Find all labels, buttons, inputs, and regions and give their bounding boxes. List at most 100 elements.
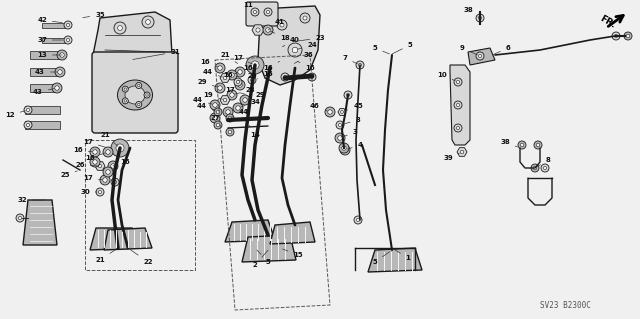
- Circle shape: [116, 144, 124, 152]
- Circle shape: [300, 13, 310, 23]
- Circle shape: [249, 59, 261, 71]
- Text: 5: 5: [392, 42, 412, 54]
- Circle shape: [212, 116, 217, 120]
- Text: 46: 46: [310, 103, 328, 111]
- Polygon shape: [23, 200, 57, 245]
- Text: 34: 34: [241, 99, 260, 107]
- Circle shape: [124, 88, 127, 90]
- Circle shape: [534, 141, 542, 149]
- Polygon shape: [252, 25, 264, 35]
- Text: 16: 16: [298, 61, 315, 71]
- Circle shape: [111, 164, 115, 168]
- Circle shape: [114, 142, 126, 154]
- Text: 16: 16: [234, 65, 253, 74]
- Circle shape: [476, 52, 484, 60]
- Circle shape: [456, 80, 460, 84]
- Circle shape: [240, 95, 250, 105]
- Text: 16: 16: [73, 147, 92, 153]
- Circle shape: [226, 110, 230, 114]
- Circle shape: [243, 98, 247, 102]
- Text: 23: 23: [292, 35, 325, 42]
- Text: 4: 4: [348, 142, 362, 149]
- Circle shape: [24, 106, 32, 114]
- Text: 5: 5: [257, 250, 270, 265]
- Circle shape: [328, 110, 332, 114]
- Text: 32: 32: [17, 197, 45, 203]
- Circle shape: [531, 164, 539, 172]
- Circle shape: [456, 126, 460, 130]
- Circle shape: [218, 66, 222, 70]
- Polygon shape: [25, 121, 60, 129]
- Circle shape: [476, 14, 484, 22]
- Text: 30: 30: [80, 189, 97, 195]
- Circle shape: [479, 55, 482, 58]
- Text: 11: 11: [243, 2, 258, 12]
- Circle shape: [212, 103, 217, 107]
- Circle shape: [354, 216, 362, 224]
- Circle shape: [136, 83, 141, 88]
- Text: 18: 18: [271, 31, 290, 41]
- Circle shape: [543, 167, 547, 170]
- Text: 36: 36: [294, 52, 313, 63]
- Circle shape: [518, 141, 526, 149]
- Text: 15: 15: [283, 249, 303, 258]
- Circle shape: [210, 100, 220, 110]
- Circle shape: [67, 23, 70, 26]
- Circle shape: [227, 70, 237, 80]
- Circle shape: [103, 147, 113, 157]
- Text: 21: 21: [95, 249, 116, 263]
- Circle shape: [16, 214, 24, 222]
- Circle shape: [216, 110, 220, 114]
- Text: 28: 28: [235, 87, 255, 94]
- Circle shape: [55, 67, 65, 77]
- Circle shape: [454, 101, 462, 109]
- Circle shape: [250, 78, 253, 82]
- Text: 16: 16: [200, 59, 218, 67]
- Circle shape: [251, 61, 259, 69]
- Circle shape: [90, 147, 100, 157]
- Circle shape: [456, 103, 460, 107]
- Circle shape: [57, 50, 67, 60]
- Polygon shape: [220, 74, 230, 82]
- Polygon shape: [30, 84, 55, 92]
- Polygon shape: [42, 38, 65, 42]
- Circle shape: [106, 150, 110, 154]
- Circle shape: [346, 93, 349, 97]
- Circle shape: [308, 73, 316, 81]
- Circle shape: [215, 83, 225, 93]
- Text: 20: 20: [241, 73, 257, 81]
- Text: 45: 45: [344, 103, 363, 111]
- Circle shape: [136, 101, 141, 108]
- Circle shape: [248, 76, 256, 84]
- Circle shape: [226, 114, 234, 122]
- Polygon shape: [450, 65, 470, 145]
- Polygon shape: [457, 148, 467, 156]
- Circle shape: [266, 11, 269, 14]
- Polygon shape: [220, 96, 230, 104]
- Circle shape: [454, 124, 462, 132]
- Text: 16: 16: [223, 72, 239, 81]
- Circle shape: [124, 100, 127, 102]
- Circle shape: [118, 26, 122, 30]
- Polygon shape: [90, 228, 138, 250]
- Text: 43: 43: [35, 69, 57, 75]
- Circle shape: [214, 121, 222, 129]
- Circle shape: [541, 164, 549, 172]
- Polygon shape: [42, 23, 65, 27]
- Circle shape: [356, 61, 364, 69]
- Circle shape: [26, 123, 29, 127]
- Circle shape: [303, 16, 307, 20]
- Circle shape: [533, 166, 537, 170]
- Text: 13: 13: [37, 52, 62, 58]
- Polygon shape: [30, 51, 60, 59]
- FancyBboxPatch shape: [246, 2, 278, 26]
- Circle shape: [237, 83, 243, 87]
- Polygon shape: [25, 106, 60, 114]
- Text: 19: 19: [203, 92, 222, 99]
- Circle shape: [460, 150, 464, 154]
- Circle shape: [218, 86, 222, 90]
- Text: 14: 14: [250, 125, 260, 138]
- Text: 39: 39: [443, 153, 460, 161]
- Text: SV23 B2300C: SV23 B2300C: [540, 300, 591, 309]
- Circle shape: [292, 47, 298, 53]
